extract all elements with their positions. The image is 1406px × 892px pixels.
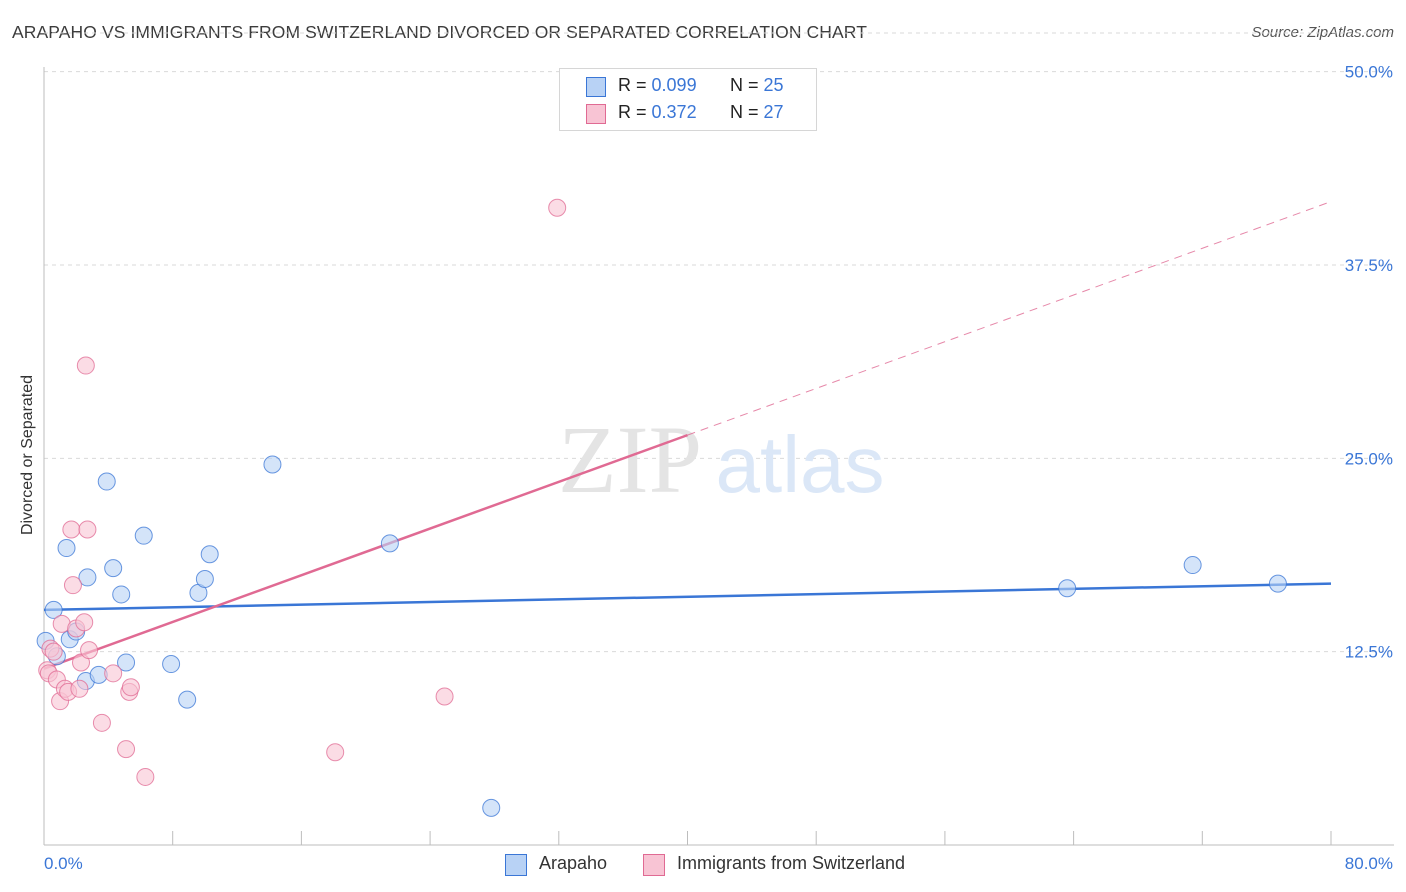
legend-swatch-switzerland <box>643 854 665 876</box>
data-point <box>1058 579 1077 598</box>
data-point <box>1183 556 1202 575</box>
data-point <box>97 472 116 491</box>
data-point <box>482 798 501 817</box>
data-point <box>80 641 99 660</box>
data-point <box>76 356 95 375</box>
axes <box>43 67 1394 846</box>
legend-r-label: R = <box>618 75 647 95</box>
data-point <box>136 767 155 786</box>
legend-r-value: 0.372 <box>651 102 697 122</box>
legend-n-value: 25 <box>763 75 784 95</box>
data-point <box>57 539 76 558</box>
source-label: Source: ZipAtlas.com <box>1251 24 1394 41</box>
data-points <box>36 198 1287 817</box>
legend-r-label: R = <box>618 102 647 122</box>
data-point <box>380 534 399 553</box>
legend-n-label: N = <box>730 102 759 122</box>
data-point <box>112 585 131 604</box>
legend-n-label: N = <box>730 75 759 95</box>
tick-labels: 12.5% 25.0% 37.5% 50.0% 0.0% 80.0% <box>44 63 1393 873</box>
data-point <box>117 653 136 672</box>
watermark-atlas: atlas <box>716 420 885 509</box>
data-point <box>200 545 219 564</box>
data-point <box>104 664 123 683</box>
data-point <box>1268 574 1287 593</box>
y-tick-label: 12.5% <box>1345 643 1393 662</box>
x-tick-label: 0.0% <box>44 854 83 873</box>
y-axis-label: Divorced or Separated <box>19 374 36 536</box>
data-point <box>548 198 567 217</box>
data-point <box>117 740 136 759</box>
legend-swatch-blue <box>586 77 606 97</box>
data-point <box>62 520 81 539</box>
stats-legend: R = 0.099 N = 25 R = 0.372 N = 27 <box>559 68 817 131</box>
trendline-switzerland-extension <box>687 201 1332 436</box>
data-point <box>78 520 97 539</box>
data-point <box>162 655 181 674</box>
data-point <box>178 690 197 709</box>
data-point <box>44 642 63 661</box>
data-point <box>195 569 214 588</box>
data-point <box>121 678 140 697</box>
data-point <box>134 526 153 545</box>
legend-n-value: 27 <box>763 102 784 122</box>
data-point <box>78 568 97 587</box>
trendline-arapaho <box>43 582 1332 612</box>
data-point <box>435 687 454 706</box>
y-tick-label: 50.0% <box>1345 63 1393 82</box>
data-point <box>70 679 89 698</box>
y-tick-label: 25.0% <box>1345 449 1393 468</box>
legend-label-arapaho: Arapaho <box>539 853 608 873</box>
data-point <box>63 576 82 595</box>
x-tick-label: 80.0% <box>1345 854 1393 873</box>
data-point <box>92 713 111 732</box>
legend-swatch-arapaho <box>505 854 527 876</box>
watermark-zip: ZIP <box>558 406 702 513</box>
y-tick-label: 37.5% <box>1345 256 1393 275</box>
trendline-switzerland <box>43 433 688 670</box>
trendlines <box>43 201 1332 670</box>
chart-title: ARAPAHO VS IMMIGRANTS FROM SWITZERLAND D… <box>12 22 868 42</box>
data-point <box>326 743 345 762</box>
legend-swatch-pink <box>586 104 606 124</box>
data-point <box>104 559 123 578</box>
data-point <box>44 600 63 619</box>
legend-r-value: 0.099 <box>651 75 697 95</box>
legend-label-switzerland: Immigrants from Switzerland <box>677 853 906 873</box>
data-point <box>75 613 94 632</box>
data-point <box>263 455 282 474</box>
